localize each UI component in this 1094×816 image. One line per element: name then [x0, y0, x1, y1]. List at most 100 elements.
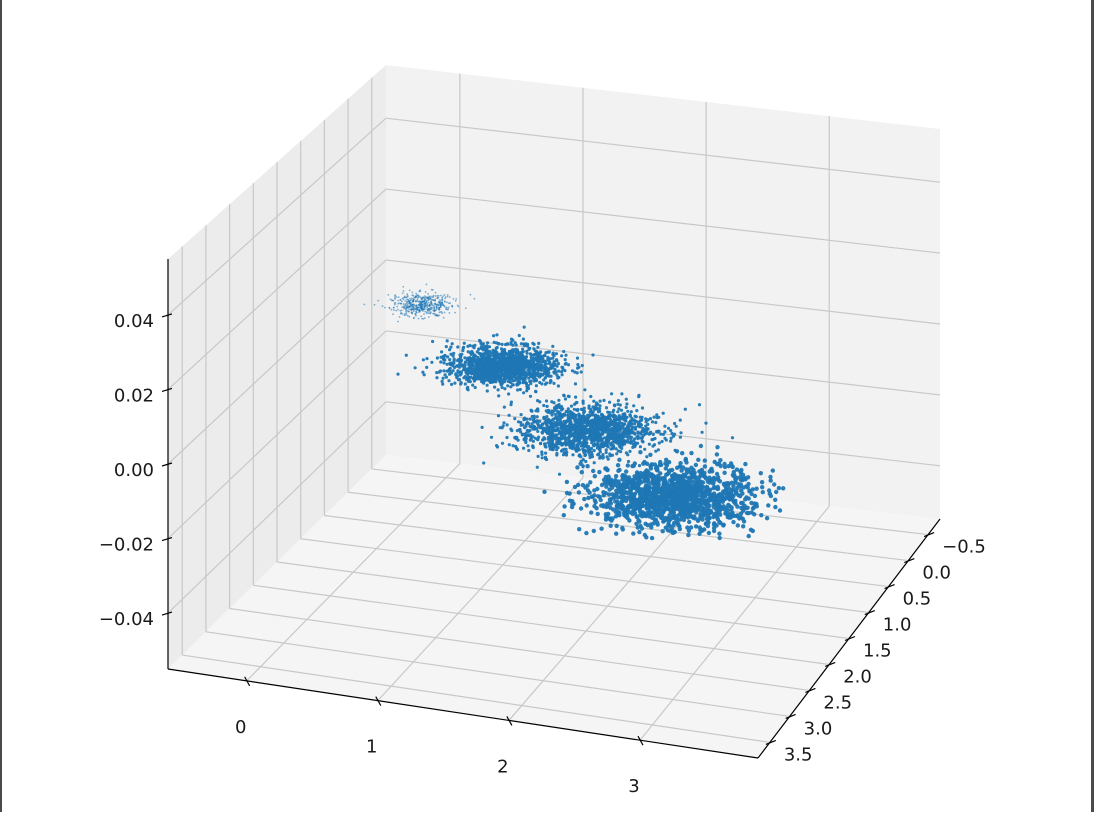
scatter-point: [555, 409, 560, 413]
scatter-point: [489, 361, 493, 365]
scatter-point: [549, 421, 554, 425]
scatter-point: [462, 341, 466, 345]
scatter-point: [592, 437, 596, 441]
scatter-point: [674, 424, 678, 428]
scatter-point: [513, 364, 517, 368]
scatter-point: [432, 294, 435, 297]
scatter-point: [714, 514, 720, 520]
scatter-point: [545, 371, 549, 375]
scatter-point: [544, 409, 548, 413]
grid-line-y-floor: [182, 654, 770, 744]
scatter-point: [541, 372, 546, 376]
scatter-point: [577, 441, 581, 445]
scatter-point: [429, 312, 431, 315]
scatter-point: [604, 466, 609, 471]
scatter-point: [680, 451, 685, 456]
scatter-point: [427, 299, 429, 302]
scatter-point: [637, 420, 641, 424]
scatter-point: [637, 393, 641, 397]
scatter-point: [377, 299, 380, 302]
x-tick-label: 2: [497, 756, 508, 777]
scatter-point: [394, 303, 396, 306]
scatter-point: [606, 434, 610, 438]
scatter-point: [524, 440, 528, 445]
scatter-point: [645, 455, 649, 459]
scatter-point: [706, 530, 712, 536]
scatter-point: [668, 487, 673, 492]
scatter-point: [564, 479, 570, 485]
scatter-point: [480, 342, 484, 346]
scatter-point: [581, 414, 585, 418]
scatter-point: [540, 422, 545, 426]
scatter-point: [557, 438, 561, 442]
scatter-point: [648, 417, 653, 421]
scatter-point: [446, 355, 450, 359]
scatter-point: [448, 366, 452, 371]
scatter-point: [525, 351, 529, 355]
scatter-point: [651, 444, 655, 448]
scatter-point: [393, 309, 395, 311]
y-tick-label: 1.5: [863, 641, 892, 662]
scatter-point: [571, 415, 575, 419]
scatter-point: [693, 462, 699, 468]
scatter-point: [471, 383, 475, 387]
scatter-point: [495, 333, 499, 337]
scatter-point: [731, 519, 736, 525]
scatter-point: [608, 433, 612, 437]
scatter-point: [611, 495, 617, 500]
scatter-point: [532, 419, 536, 423]
scatter-point: [525, 343, 529, 347]
scatter-point: [570, 411, 574, 415]
scatter-point: [748, 527, 754, 532]
scatter-point: [635, 488, 640, 493]
scatter-point: [393, 302, 396, 305]
scatter-point: [507, 443, 511, 447]
scatter-point: [698, 443, 704, 449]
scatter-point: [529, 425, 533, 429]
scatter-point: [477, 347, 481, 351]
scatter-point: [738, 477, 743, 482]
scatter-point: [613, 404, 617, 408]
scatter-point: [410, 298, 412, 301]
scatter-point: [689, 450, 694, 456]
scatter-point: [592, 448, 596, 453]
scatter-point: [644, 510, 650, 516]
y-tick-label: 3.0: [804, 718, 833, 739]
scatter-point: [701, 509, 707, 515]
scatter-point: [638, 445, 643, 449]
scatter-point: [415, 311, 418, 314]
scatter-point: [759, 480, 765, 485]
scatter-point: [698, 499, 703, 504]
scatter-point: [557, 472, 562, 476]
scatter-point: [600, 425, 604, 429]
scatter-point: [431, 296, 434, 299]
scatter-point: [522, 446, 526, 450]
scatter-point: [582, 406, 586, 410]
scatter-point: [652, 415, 656, 419]
scatter-point: [576, 407, 580, 412]
scatter-point: [423, 304, 426, 307]
scatter-point: [602, 398, 606, 402]
scatter-point: [624, 405, 628, 409]
scatter-point: [426, 304, 428, 307]
scatter-point: [527, 347, 531, 351]
scatter-point: [557, 375, 561, 379]
scatter-point: [569, 504, 575, 510]
scatter-point: [617, 407, 621, 411]
scatter-point: [515, 429, 520, 433]
scatter-point: [717, 535, 722, 541]
scatter-point: [566, 413, 570, 417]
scatter-point: [415, 304, 418, 307]
scatter-point: [479, 376, 483, 380]
scatter-point: [425, 300, 428, 303]
scatter-point: [514, 373, 518, 377]
scatter-point: [674, 517, 679, 522]
scatter-point: [481, 373, 486, 378]
scatter-point: [587, 490, 592, 495]
scatter-point: [396, 305, 399, 308]
scatter-point: [558, 406, 562, 410]
cluster-2: [396, 325, 595, 398]
scatter-point: [735, 523, 740, 528]
scatter-point: [644, 420, 648, 424]
scatter-point: [640, 418, 644, 422]
